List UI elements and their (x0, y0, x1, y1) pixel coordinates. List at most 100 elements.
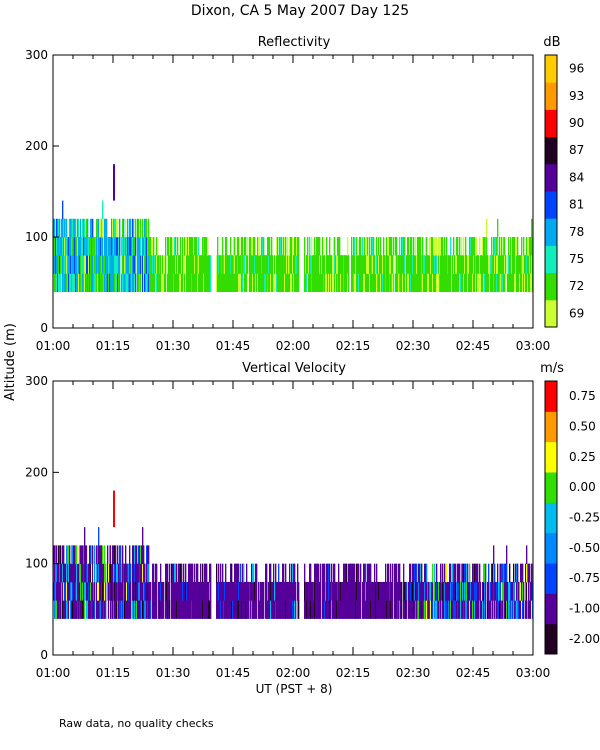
data-cell (207, 255, 209, 274)
data-cell (225, 581, 227, 601)
data-cell (460, 581, 462, 601)
data-cell (482, 581, 484, 601)
data-cell (88, 255, 90, 274)
data-cell (348, 273, 350, 292)
x-tick-label: 01:30 (156, 666, 191, 680)
data-cell (426, 600, 428, 619)
data-cell (491, 255, 493, 274)
data-cell (127, 237, 129, 256)
data-cell (153, 255, 155, 274)
data-cell (115, 218, 117, 238)
data-cell (171, 600, 173, 619)
data-cell (525, 581, 527, 601)
data-cell (330, 273, 332, 292)
data-cell (411, 273, 413, 292)
data-cell (455, 600, 457, 619)
data-cell (242, 581, 244, 601)
data-cell (168, 237, 170, 256)
data-cell (196, 237, 198, 256)
data-cell (167, 563, 169, 583)
data-cell (80, 237, 82, 256)
data-cell (264, 255, 266, 274)
data-cell (86, 545, 88, 565)
data-cell (305, 600, 307, 619)
data-cell (296, 237, 298, 256)
data-cell (236, 563, 238, 583)
data-cell (503, 255, 505, 274)
data-cell (322, 273, 324, 292)
data-cell (386, 273, 388, 292)
data-cell (399, 563, 401, 583)
data-cell (148, 273, 150, 292)
data-cell (55, 545, 57, 565)
data-cell (81, 255, 83, 274)
data-cell (197, 255, 199, 274)
data-cell (445, 581, 447, 601)
data-cell (493, 273, 495, 292)
data-cell (386, 237, 388, 256)
data-cell (190, 273, 192, 292)
data-cell (90, 237, 92, 256)
data-cell (479, 237, 481, 256)
data-cell (222, 581, 224, 601)
data-cell (436, 563, 438, 583)
data-cell (216, 273, 218, 292)
data-cell (450, 237, 452, 256)
data-cell (136, 563, 138, 583)
data-cell (145, 255, 147, 274)
data-cell (388, 237, 390, 256)
data-cell (163, 273, 165, 292)
data-cell (70, 255, 72, 274)
data-cell (418, 255, 420, 274)
data-cell (107, 563, 109, 583)
data-cell (501, 581, 503, 601)
data-cell (511, 273, 513, 292)
data-cell (119, 218, 121, 238)
data-cell (318, 600, 320, 619)
data-cell (98, 218, 100, 238)
data-cell (65, 600, 67, 619)
data-cell (306, 273, 308, 292)
data-cell (473, 237, 475, 256)
data-cell (493, 600, 495, 619)
data-cell (420, 581, 422, 601)
data-cell (391, 237, 393, 256)
data-cell (249, 255, 251, 274)
data-cell (413, 563, 415, 583)
data-cell (174, 255, 176, 274)
data-cell (431, 273, 433, 292)
data-cell (527, 563, 529, 583)
data-cell (335, 600, 337, 619)
data-cell (130, 600, 132, 619)
data-cell (345, 581, 347, 601)
data-cell (298, 600, 300, 619)
data-cell (451, 581, 453, 601)
data-cell (313, 255, 315, 274)
data-cell (518, 273, 520, 292)
data-cell (186, 581, 188, 601)
data-cell (409, 563, 411, 583)
colorbar-swatch (545, 299, 557, 328)
data-cell (304, 563, 306, 583)
data-cell (217, 273, 219, 292)
data-cell (314, 563, 316, 583)
data-cell (119, 273, 121, 292)
data-cell (415, 273, 417, 292)
data-cell (393, 237, 395, 256)
data-cell (324, 563, 326, 583)
data-cell (150, 581, 152, 601)
data-cell (75, 273, 77, 292)
data-cell (63, 218, 65, 238)
data-cell (130, 255, 132, 274)
data-cell (392, 563, 394, 583)
data-cell (247, 237, 249, 256)
data-cell (223, 581, 225, 601)
data-cell (84, 255, 86, 274)
data-cell (58, 237, 60, 256)
data-cell (254, 581, 256, 601)
data-cell (505, 581, 507, 601)
data-cell (113, 273, 115, 292)
data-cell (479, 600, 481, 619)
data-cell (63, 255, 65, 274)
data-cell (92, 563, 94, 583)
